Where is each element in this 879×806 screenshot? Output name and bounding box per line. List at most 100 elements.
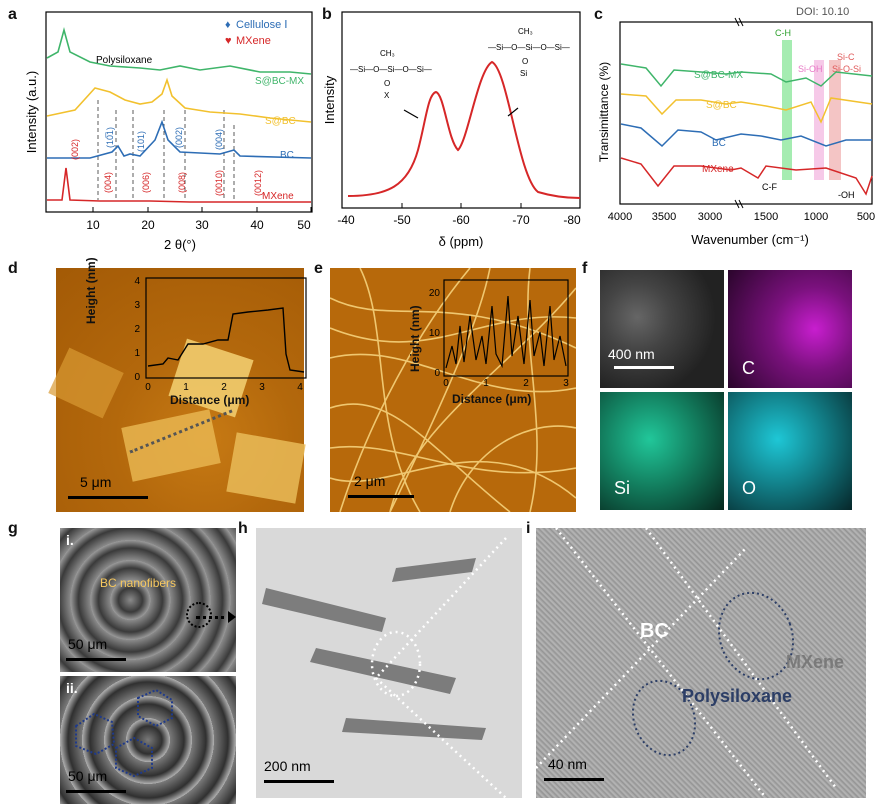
panel-g: g i. BC nanofibers 50 μm ii. 50 μm <box>0 520 238 806</box>
inset-d-xlabel: Distance (μm) <box>170 393 250 407</box>
panel-label-a: a <box>8 6 17 23</box>
xrd-xtick-20: 20 <box>141 218 155 232</box>
band-ch-label: C-H <box>775 28 791 38</box>
panel-label-b: b <box>322 6 332 23</box>
inset-e-ytick-2: 20 <box>429 288 441 299</box>
tem-image-h: 200 nm <box>256 528 522 798</box>
panel-label-d: d <box>8 260 18 277</box>
xrd-label-sbc: S@BC <box>265 116 296 127</box>
nmr-xtick-4: -70 <box>512 213 530 227</box>
inset-e-ytick-1: 10 <box>429 328 441 339</box>
afm-image-d <box>48 268 306 512</box>
ftir-label-sbcmx: S@BC-MX <box>694 70 743 81</box>
label-polysiloxane: Polysiloxane <box>682 686 793 706</box>
struct-right-o: O <box>522 57 528 66</box>
xrd-xtick-10: 10 <box>86 218 100 232</box>
scale-text-g-i: 50 μm <box>68 636 108 652</box>
ftir-chart: C-H Si-OH Si-C Si-O-Si S@BC-MX S@BC BC M… <box>597 17 875 247</box>
panel-d: d 0 1 2 3 4 0 1 2 3 4 Height (nm) Distan… <box>0 257 312 516</box>
band-sioSi-label: Si-O-Si <box>832 64 861 74</box>
hrtem-image-i: BC MXene Polysiloxane 40 nm <box>536 528 866 798</box>
ftir-xlabel: Wavenumber (cm⁻¹) <box>691 232 809 247</box>
inset-d-ytick-4: 4 <box>134 276 140 287</box>
nanosheet <box>226 432 306 504</box>
band-sioh <box>814 60 824 180</box>
scale-bar-g-ii <box>66 790 126 793</box>
struct-right-row: —Si—O—Si—O—Si— <box>488 43 570 52</box>
inset-d-xtick-4: 4 <box>297 382 303 392</box>
afm-inset-d: 0 1 2 3 4 0 1 2 3 4 <box>134 276 307 392</box>
inset-e-xtick-3: 3 <box>563 378 569 386</box>
ftir-xtick-6: 500 <box>857 211 875 223</box>
panel-c: c DOI: 10.10 C-H Si-OH Si-C Si-O-Si S@BC… <box>586 0 879 255</box>
xrd-xtick-50: 50 <box>297 218 311 232</box>
scale-bar-g-i <box>66 658 126 661</box>
struct-left-x: X <box>384 91 390 100</box>
inset-e-xtick-0: 0 <box>443 378 449 386</box>
legend-cellulose-text: Cellulose Ⅰ <box>236 19 288 31</box>
xrd-line-sbcmx <box>46 26 312 75</box>
nmr-spectrum <box>347 60 581 199</box>
scale-text-g-ii: 50 μm <box>68 768 108 784</box>
panel-label-f: f <box>582 260 588 277</box>
nmr-xlabel: δ (ppm) <box>439 234 484 249</box>
nanofiber-network <box>330 268 576 512</box>
inset-d-xtick-3: 3 <box>259 382 265 392</box>
eds-label-c: C <box>742 358 755 378</box>
ftir-ylabel: Transimittance (%) <box>597 62 611 162</box>
inset-d-ytick-0: 0 <box>134 372 140 383</box>
sub-label-ii: ii. <box>66 680 78 696</box>
legend-mxene-text: MXene <box>236 35 271 47</box>
struct-left-ch3: CH₃ <box>380 49 395 58</box>
scale-bar-d <box>68 496 148 499</box>
ftir-label-sbc: S@BC <box>706 100 737 111</box>
struct-left-row: —Si—O—Si—O—Si— <box>350 65 432 74</box>
nmr-xtick-5: -80 <box>563 213 581 227</box>
xrd-ylabel: Intensity (a.u.) <box>24 71 39 153</box>
struct-left-o: O <box>384 79 390 88</box>
ftir-label-bc: BC <box>712 138 726 149</box>
pore-outlines <box>75 688 173 778</box>
band-sioh-label: Si-OH <box>798 64 823 74</box>
sem-image-f: 400 nm <box>600 270 724 388</box>
scale-bar-e <box>348 495 414 498</box>
eds-map-si: Si <box>600 392 724 510</box>
ftir-label-mxene: MXene <box>702 164 734 175</box>
ftir-line-sbcmx <box>620 63 873 88</box>
hrtem-features-i <box>536 528 838 798</box>
arrow-head <box>228 611 236 623</box>
annot-oh: -OH <box>838 190 855 200</box>
afm-image-e <box>330 268 576 512</box>
xrd-label-bc: BC <box>280 150 294 161</box>
panel-label-e: e <box>314 260 323 277</box>
inset-d-ytick-1: 1 <box>134 348 140 359</box>
xrd-chart: 10 20 30 40 50 2 θ(°) Intensity (a.u.) ♦… <box>24 11 313 252</box>
inset-d-xtick-2: 2 <box>221 382 227 392</box>
ftir-xtick-1: 4000 <box>608 211 632 223</box>
bc-peak-4: (004) <box>214 129 224 150</box>
panel-f: f 400 nm C Si O <box>582 258 879 516</box>
ftir-line-bc <box>620 123 872 148</box>
nmr-xtick-3: -60 <box>452 213 470 227</box>
panel-label-h: h <box>238 520 248 537</box>
struct-right-si: Si <box>520 69 527 78</box>
scale-text-e: 2 μm <box>354 473 386 489</box>
arrow-to-h <box>196 616 232 619</box>
band-sic <box>829 60 841 180</box>
xrd-label-mxene: MXene <box>262 191 294 202</box>
mx-peak-5: (0010) <box>214 170 224 196</box>
inset-e-ylabel: Height (nm) <box>408 305 422 372</box>
inset-d-ytick-3: 3 <box>134 300 140 311</box>
panel-label-i: i <box>526 520 531 537</box>
band-sic-label: Si-C <box>837 52 855 62</box>
eds-map-o: O <box>728 392 852 510</box>
panel-label-g: g <box>8 520 18 537</box>
eds-map-c: C <box>728 270 852 388</box>
sub-label-i: i. <box>66 532 74 548</box>
scale-text-f: 400 nm <box>608 346 655 362</box>
scale-bar-i <box>544 778 604 781</box>
panel-h: h 200 nm <box>238 520 526 806</box>
scale-bar-f <box>614 366 674 369</box>
xrd-xlabel: 2 θ(°) <box>164 237 196 252</box>
bc-peak-2: (101) <box>136 131 146 152</box>
